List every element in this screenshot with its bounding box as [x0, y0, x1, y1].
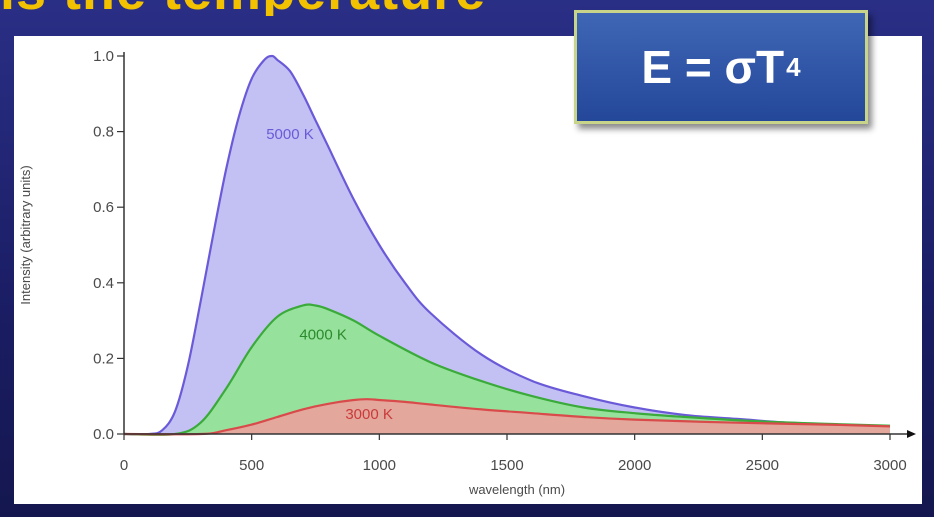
x-tick-label: 0 — [120, 457, 128, 474]
x-tick-label: 1500 — [490, 457, 523, 474]
y-axis-title: Intensity (arbitrary units) — [18, 165, 33, 304]
y-tick-label: 0.4 — [93, 275, 114, 292]
y-tick-label: 0.0 — [93, 426, 114, 443]
area-3000k — [124, 399, 890, 435]
curve-5000k — [123, 54, 891, 436]
curve-label-5000k: 5000 K — [266, 126, 314, 143]
blackbody-chart: 0 500 1000 1500 2000 2500 3000 0.0 0.2 0.4 0.6 0.8 1… — [18, 48, 916, 497]
x-tick-label: 500 — [239, 457, 264, 474]
formula-box: E = σT 4 — [574, 10, 868, 124]
x-axis-arrow — [907, 430, 916, 438]
x-tick-label: 2500 — [746, 457, 779, 474]
curve-label-4000k: 4000 K — [299, 327, 347, 344]
curve-label-3000k: 3000 K — [345, 406, 393, 423]
axes: 0 500 1000 1500 2000 2500 3000 0.0 0.2 0.4 0.6 0.8 1… — [93, 48, 916, 474]
curve-4000k — [123, 303, 891, 436]
slide-title: is the temperature — [0, 0, 560, 16]
x-tick-label: 1000 — [363, 457, 396, 474]
curve-areas — [123, 54, 891, 436]
chart-labels: wavelength (nm) Intensity (arbitrary unit… — [18, 126, 565, 497]
formula-base: E = σT — [641, 41, 785, 93]
x-tick-label: 2000 — [618, 457, 651, 474]
curve-3000k — [123, 398, 891, 436]
x-axis-title: wavelength (nm) — [468, 482, 565, 497]
y-tick-label: 1.0 — [93, 48, 114, 65]
y-tick-label: 0.2 — [93, 350, 114, 367]
y-tick-label: 0.8 — [93, 124, 114, 141]
area-4000k — [124, 304, 890, 435]
x-tick-label: 3000 — [873, 457, 906, 474]
y-tick-label: 0.6 — [93, 199, 114, 216]
formula-exponent: 4 — [786, 51, 801, 82]
